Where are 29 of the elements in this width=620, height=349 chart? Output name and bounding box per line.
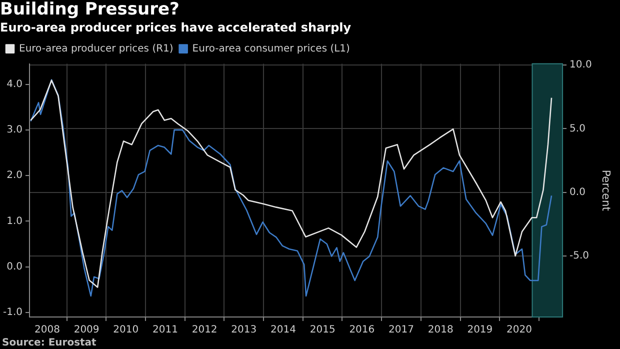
y-tick-label: 1.0 xyxy=(6,216,23,227)
y2-axis-title: Percent xyxy=(600,170,613,212)
y2-tick-label: 0.0 xyxy=(570,186,586,198)
chart-title: Building Pressure? xyxy=(0,0,180,20)
x-tick-label: 2014 xyxy=(270,324,296,336)
source-note: Source: Eurostat xyxy=(2,338,97,349)
x-tick-label: 2009 xyxy=(74,324,100,336)
y2-tick-label: 5.0 xyxy=(570,123,586,134)
y-tick-label: 2.0 xyxy=(6,170,23,182)
x-tick-label: 2008 xyxy=(34,324,60,336)
x-tick-label: 2015 xyxy=(310,324,336,336)
x-tick-label: 2013 xyxy=(231,324,257,336)
x-tick-label: 2019 xyxy=(467,324,493,336)
x-tick-label: 2017 xyxy=(388,324,414,336)
x-tick-label: 2010 xyxy=(113,324,139,336)
y-tick-label: -1.0 xyxy=(2,307,23,318)
x-tick-label: 2016 xyxy=(349,324,375,336)
legend-label: Euro-area producer prices (R1) xyxy=(19,43,174,54)
x-tick-label: 2011 xyxy=(152,324,178,336)
x-tick-label: 2018 xyxy=(428,324,454,336)
y-tick-label: 0.0 xyxy=(6,261,23,272)
legend-label: Euro-area consumer prices (L1) xyxy=(192,43,350,54)
chart-subtitle: Euro-area producer prices have accelerated sharply xyxy=(0,20,352,35)
y2-tick-label: 10.0 xyxy=(570,60,592,71)
y-tick-label: 4.0 xyxy=(6,78,23,90)
x-tick-label: 2020 xyxy=(506,324,532,336)
y-tick-label: 3.0 xyxy=(6,124,23,136)
y2-tick-label: -5.0 xyxy=(570,250,590,262)
x-tick-label: 2012 xyxy=(192,324,218,336)
